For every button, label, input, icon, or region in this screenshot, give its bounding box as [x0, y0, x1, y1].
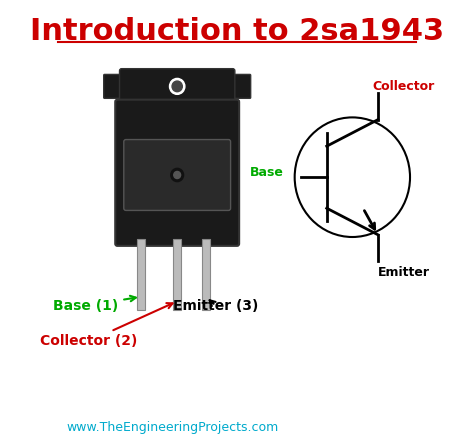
Bar [173, 239, 181, 310]
Circle shape [171, 168, 183, 182]
Text: Emitter (3): Emitter (3) [173, 299, 258, 313]
Circle shape [172, 81, 182, 92]
Text: Collector: Collector [373, 80, 435, 93]
Text: Introduction to 2sa1943: Introduction to 2sa1943 [30, 16, 444, 46]
FancyBboxPatch shape [234, 74, 251, 98]
Circle shape [174, 171, 181, 179]
Text: Base (1): Base (1) [53, 296, 136, 313]
FancyBboxPatch shape [104, 74, 120, 98]
FancyBboxPatch shape [115, 100, 239, 246]
Text: Base: Base [250, 166, 284, 179]
Bar [202, 239, 210, 310]
Text: www.TheEngineeringProjects.com: www.TheEngineeringProjects.com [66, 421, 278, 434]
Text: Collector (2): Collector (2) [40, 303, 173, 348]
FancyBboxPatch shape [17, 0, 457, 443]
Circle shape [170, 78, 185, 94]
FancyBboxPatch shape [124, 140, 230, 210]
FancyBboxPatch shape [119, 69, 235, 104]
Text: Emitter: Emitter [378, 266, 429, 279]
Bar [137, 239, 145, 310]
